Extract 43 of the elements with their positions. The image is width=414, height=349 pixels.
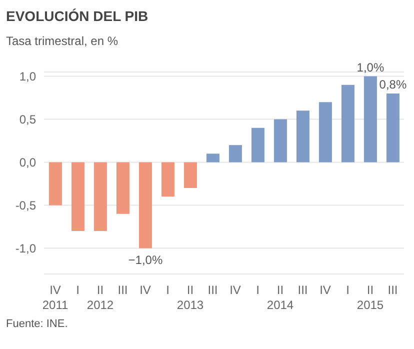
x-tick-label: III [208, 283, 218, 297]
bar [71, 162, 84, 232]
bar [161, 162, 174, 197]
bar [206, 154, 220, 162]
x-tick-label: IV [140, 283, 151, 297]
x-tick-label: II 2015 [356, 283, 384, 312]
x-tick-label: I [166, 283, 170, 297]
x-tick-label: III [388, 283, 398, 297]
x-tick-label: II 2012 [86, 283, 114, 312]
x-tick-label: I [76, 283, 80, 297]
y-tick-label: 0,0 [19, 156, 36, 170]
x-tick-label: IV 2011 [42, 283, 68, 312]
x-tick-label: IV [320, 283, 331, 297]
bar [48, 162, 62, 206]
x-tick-label: IV [230, 283, 241, 297]
data-label: 0,8% [379, 77, 407, 92]
bar [364, 76, 377, 162]
bar [228, 145, 242, 162]
x-tick-label: I [256, 283, 260, 297]
y-tick-label: -1,0 [15, 241, 36, 256]
y-tick-label: 1,0 [19, 70, 36, 84]
bar [386, 93, 400, 162]
x-tick-label: II 2014 [266, 283, 294, 312]
x-tick-label: II 2013 [176, 283, 204, 312]
x-tick-label: III [298, 283, 308, 297]
data-label: −1,0% [128, 253, 163, 268]
bar [274, 119, 287, 162]
bar [251, 128, 264, 162]
y-tick-label: -0,5 [15, 198, 36, 212]
bar [318, 102, 332, 162]
bar [138, 162, 152, 248]
bar [184, 162, 197, 188]
data-label: 1,0% [356, 60, 384, 74]
chart-subtitle: Tasa trimestral, en % [5, 33, 120, 50]
bar [341, 84, 354, 162]
chart-title: EVOLUCIÓN DEL PIB [5, 7, 150, 24]
bar [94, 162, 107, 232]
bar [116, 162, 130, 214]
source-note: Fuente: INE. [5, 317, 69, 330]
x-tick-label: III [118, 283, 128, 297]
bar [296, 110, 310, 162]
x-tick-label: I [346, 283, 350, 297]
y-tick-label: 0,5 [19, 112, 36, 127]
